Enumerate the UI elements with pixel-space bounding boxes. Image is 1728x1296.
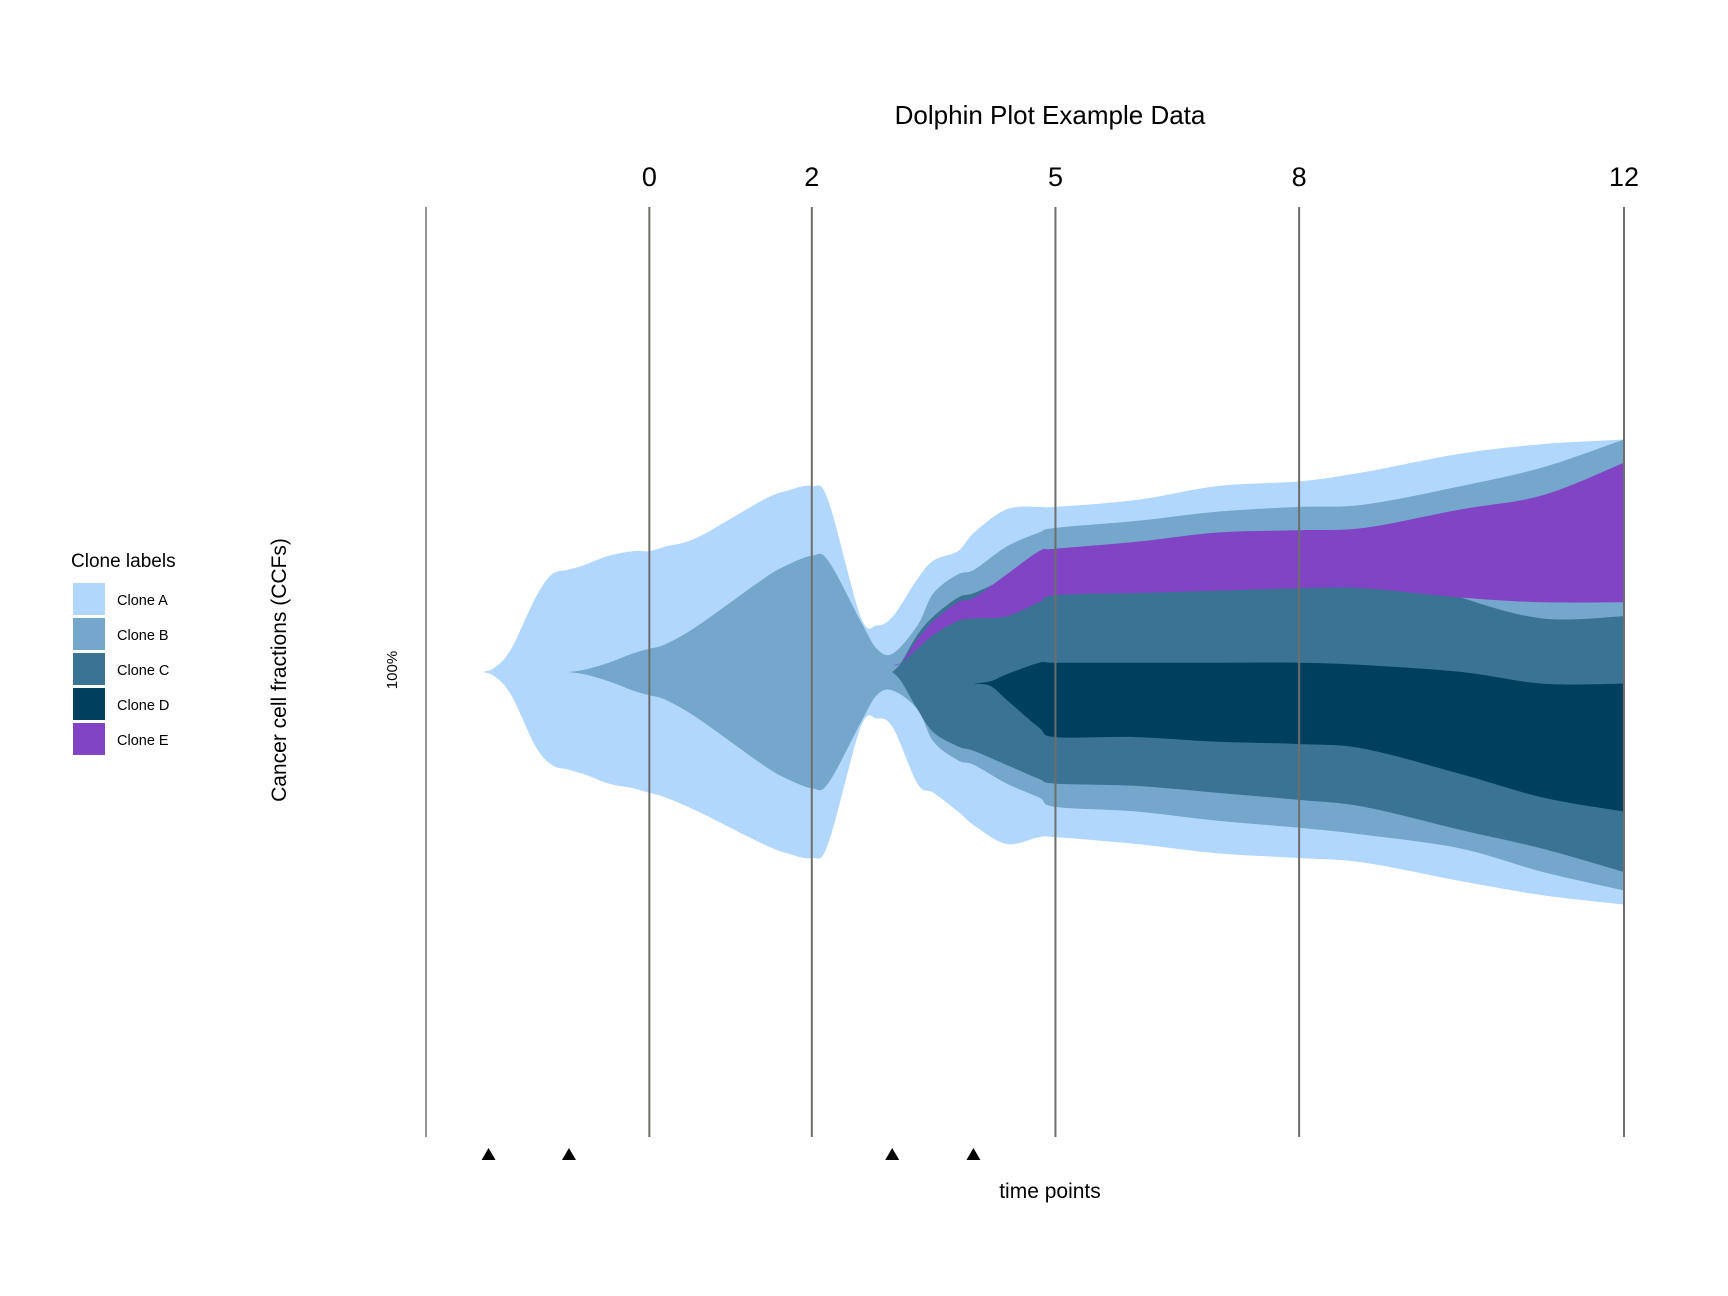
legend-label-clone-e: Clone E: [117, 733, 169, 749]
tick-label-t2: 2: [804, 162, 819, 192]
legend: Clone labels Clone A Clone B Clone C Clone …: [71, 551, 176, 755]
y-tick-100: 100%: [384, 651, 401, 689]
event-marker-3: [885, 1148, 900, 1160]
y-axis-label: Cancer cell fractions (CCFs): [268, 538, 291, 802]
legend-swatch-clone-e: [73, 723, 105, 755]
legend-label-clone-a: Clone A: [117, 593, 168, 609]
tick-label-t12: 12: [1609, 162, 1639, 192]
legend-title: Clone labels: [71, 551, 176, 572]
legend-swatch-clone-a: [73, 583, 105, 615]
x-axis-label: time points: [999, 1180, 1101, 1203]
tick-label-t5: 5: [1048, 162, 1063, 192]
tick-label-t0: 0: [642, 162, 657, 192]
legend-swatch-clone-b: [73, 618, 105, 650]
event-markers: [481, 1148, 981, 1160]
tick-label-t8: 8: [1292, 162, 1307, 192]
legend-swatch-clone-c: [73, 653, 105, 685]
timepoint-gridlines: [425, 207, 1625, 1137]
event-marker-1: [481, 1148, 496, 1160]
clone-areas: [482, 439, 1624, 905]
legend-swatch-clone-d: [73, 688, 105, 720]
event-marker-4: [966, 1148, 981, 1160]
clone-e-area: [892, 462, 1624, 666]
legend-label-clone-b: Clone B: [117, 628, 169, 644]
event-marker-2: [561, 1148, 576, 1160]
legend-label-clone-d: Clone D: [117, 698, 169, 714]
chart-title: Dolphin Plot Example Data: [895, 100, 1206, 130]
timepoint-tick-labels: 0 2 5 8 12: [642, 162, 1639, 192]
legend-label-clone-c: Clone C: [117, 663, 169, 679]
